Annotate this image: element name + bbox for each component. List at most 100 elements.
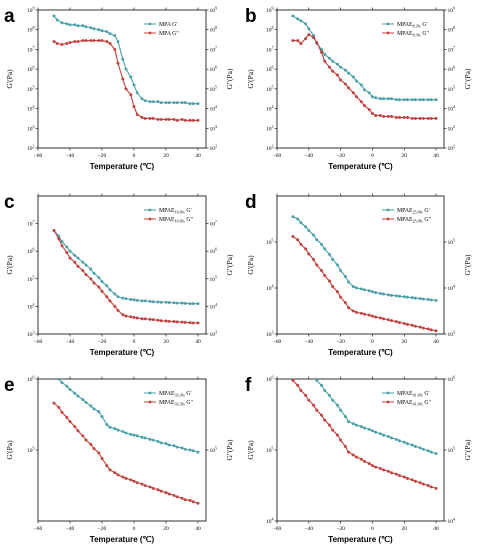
y-tick-label-right: 107 bbox=[210, 219, 218, 228]
data-point bbox=[347, 306, 351, 310]
data-point bbox=[65, 251, 69, 255]
y-tick-label-right: 106 bbox=[448, 65, 456, 74]
data-point bbox=[129, 432, 133, 436]
data-point bbox=[291, 14, 295, 18]
data-point bbox=[378, 432, 382, 436]
data-point bbox=[143, 116, 147, 120]
data-point bbox=[304, 22, 308, 26]
data-point bbox=[307, 369, 310, 372]
data-point bbox=[405, 322, 409, 326]
data-point bbox=[116, 61, 120, 65]
data-point bbox=[92, 271, 96, 275]
data-point bbox=[421, 482, 425, 486]
data-point bbox=[113, 34, 117, 38]
y-tick-label-right: 103 bbox=[448, 124, 456, 133]
y-tick-label-right: 104 bbox=[210, 302, 218, 311]
x-tick-label: −60 bbox=[34, 339, 43, 345]
y-tick-label-right: 105 bbox=[210, 446, 218, 455]
data-point bbox=[410, 116, 414, 120]
data-point bbox=[175, 101, 179, 105]
data-point bbox=[100, 457, 104, 461]
data-point bbox=[418, 446, 422, 450]
data-point bbox=[370, 429, 374, 433]
data-point bbox=[183, 118, 187, 122]
data-point bbox=[100, 280, 104, 284]
data-point bbox=[402, 115, 406, 119]
y-tick-label-left: 102 bbox=[27, 144, 35, 153]
data-point bbox=[323, 388, 327, 392]
data-point bbox=[413, 479, 417, 483]
x-tick-label: 0 bbox=[133, 153, 136, 159]
data-point bbox=[315, 41, 319, 45]
data-point bbox=[183, 447, 187, 451]
data-point bbox=[167, 319, 171, 323]
data-point bbox=[426, 327, 430, 331]
data-point bbox=[151, 318, 155, 322]
data-point bbox=[89, 404, 93, 408]
data-point bbox=[426, 98, 430, 102]
y-tick-label-left: 102 bbox=[266, 144, 274, 153]
x-tick-label: −20 bbox=[336, 153, 345, 159]
data-point bbox=[351, 422, 355, 426]
data-point bbox=[386, 293, 390, 297]
y-tick-label-left: 103 bbox=[27, 124, 35, 133]
data-point bbox=[108, 425, 112, 429]
data-point bbox=[434, 486, 438, 490]
data-point bbox=[394, 294, 398, 298]
data-point bbox=[331, 69, 335, 73]
legend-entry: MPAE33.3% G' bbox=[159, 391, 192, 398]
data-point bbox=[175, 445, 179, 449]
data-point bbox=[351, 285, 355, 289]
data-point bbox=[68, 256, 72, 260]
y-axis-title-left: G'(Pa) bbox=[5, 440, 14, 460]
data-point bbox=[151, 438, 155, 442]
data-point bbox=[164, 319, 168, 323]
plot-frame bbox=[37, 195, 207, 335]
data-point bbox=[367, 289, 371, 293]
data-point bbox=[421, 98, 425, 102]
data-point bbox=[76, 264, 80, 268]
data-point bbox=[402, 295, 406, 299]
data-point bbox=[397, 439, 401, 443]
data-point bbox=[124, 67, 128, 71]
data-point bbox=[172, 101, 176, 105]
series-g-double-prime bbox=[52, 39, 200, 122]
legend-marker bbox=[148, 22, 152, 26]
data-point bbox=[73, 425, 77, 429]
data-point bbox=[180, 117, 184, 121]
x-tick-label: −60 bbox=[34, 526, 43, 532]
data-point bbox=[347, 71, 351, 75]
x-tick-label: 20 bbox=[163, 526, 169, 532]
y-tick-label-right: 109 bbox=[210, 6, 218, 15]
data-point bbox=[167, 101, 171, 105]
data-point bbox=[394, 98, 398, 102]
data-point bbox=[418, 98, 422, 102]
data-point bbox=[60, 381, 64, 385]
y-tick-label-right: 108 bbox=[448, 25, 456, 34]
data-point bbox=[382, 292, 386, 296]
data-point bbox=[343, 301, 347, 305]
data-point bbox=[410, 296, 414, 300]
data-point bbox=[370, 290, 374, 294]
plot-frame bbox=[276, 378, 445, 522]
y-tick-label-right: 106 bbox=[210, 247, 218, 256]
y-tick-label-right: 103 bbox=[210, 330, 218, 339]
data-point bbox=[397, 474, 401, 478]
data-point bbox=[180, 446, 184, 450]
x-tick-label: 20 bbox=[401, 153, 407, 159]
data-point bbox=[355, 79, 359, 83]
data-point bbox=[156, 117, 160, 121]
data-point bbox=[183, 498, 187, 502]
y-axis-title-left: G'(Pa) bbox=[246, 69, 255, 89]
data-point bbox=[116, 40, 120, 44]
data-point bbox=[378, 113, 382, 117]
data-point bbox=[188, 448, 192, 452]
data-point bbox=[191, 118, 195, 122]
data-point bbox=[73, 23, 77, 27]
legend-entry: MPAE16.6% G" bbox=[159, 217, 193, 224]
data-point bbox=[300, 359, 303, 362]
y-axis-title-left: G'(Pa) bbox=[5, 69, 14, 89]
data-point bbox=[323, 52, 327, 56]
data-point bbox=[191, 102, 195, 106]
data-point bbox=[390, 293, 394, 297]
